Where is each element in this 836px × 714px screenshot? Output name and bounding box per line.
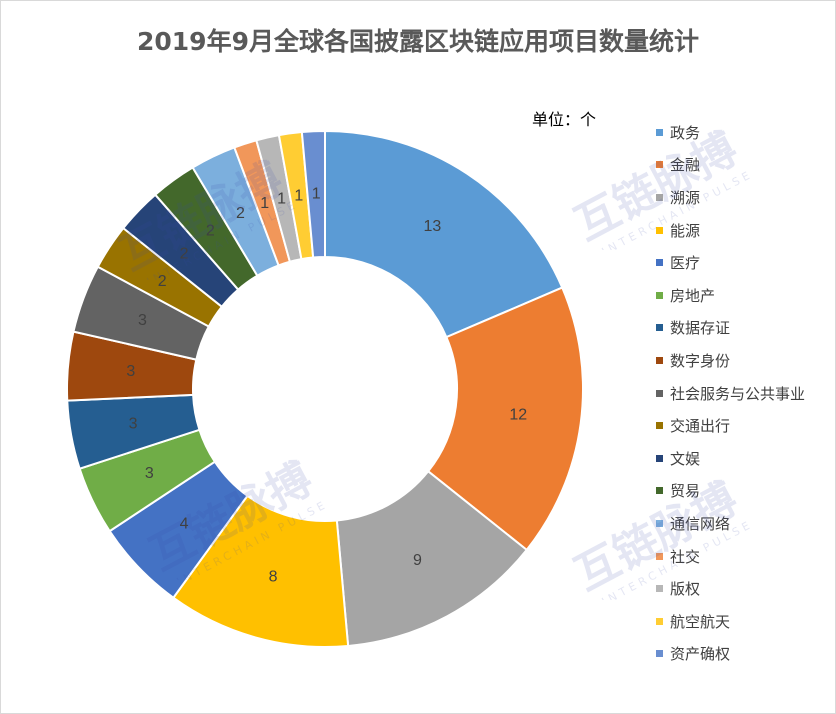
legend-label: 社会服务与公共事业 [670, 384, 806, 403]
chart-title: 2019年9月全球各国披露区块链应用项目数量统计 [137, 27, 699, 56]
legend-swatch [656, 617, 663, 625]
legend-swatch [656, 324, 663, 332]
legend-swatch [656, 128, 663, 136]
legend-item: 航空航天 [656, 605, 805, 638]
legend-swatch [656, 193, 663, 201]
slice-data-label: 3 [138, 312, 147, 329]
legend-swatch [656, 356, 663, 364]
legend-label: 数字身份 [670, 351, 731, 370]
legend-label: 版权 [670, 580, 701, 599]
legend-swatch [656, 454, 663, 462]
legend-swatch [656, 519, 663, 527]
legend-item: 溯源 [656, 181, 805, 214]
legend-label: 数据存证 [670, 319, 731, 338]
legend-swatch [656, 422, 663, 430]
slice-data-label: 9 [413, 552, 422, 569]
slice-data-label: 12 [509, 407, 527, 424]
legend-item: 交通出行 [656, 409, 805, 442]
legend-label: 通信网络 [670, 514, 731, 533]
legend-swatch [656, 585, 663, 593]
legend-label: 文娱 [670, 449, 701, 468]
legend-label: 交通出行 [670, 417, 731, 436]
legend-label: 能源 [670, 221, 701, 240]
legend-item: 版权 [656, 572, 805, 605]
legend-swatch [656, 161, 663, 169]
legend-item: 社会服务与公共事业 [656, 377, 805, 410]
legend-label: 政务 [670, 123, 701, 142]
slice-data-label: 3 [129, 415, 138, 432]
legend-label: 金融 [670, 156, 701, 175]
slice-data-label: 4 [180, 515, 189, 532]
slice-data-label: 2 [236, 205, 245, 222]
slice-data-label: 3 [145, 465, 154, 482]
legend-label: 医疗 [670, 254, 701, 273]
legend-swatch [656, 259, 663, 267]
legend-item: 房地产 [656, 279, 805, 312]
legend-item: 金融 [656, 149, 805, 182]
chart-legend: 政务金融溯源能源医疗房地产数据存证数字身份社会服务与公共事业 交通出行文娱贸易通信… [656, 116, 805, 670]
legend-item: 数据存证 [656, 312, 805, 345]
slice-data-label: 2 [158, 273, 167, 290]
legend-swatch [656, 389, 663, 397]
legend-label: 社交 [670, 547, 701, 566]
legend-label: 资产确权 [670, 645, 731, 664]
legend-item: 政务 [656, 116, 805, 149]
legend-item: 通信网络 [656, 507, 805, 540]
legend-item: 数字身份 [656, 344, 805, 377]
legend-label: 溯源 [670, 188, 701, 207]
donut-slice [324, 129, 564, 339]
legend-label: 航空航天 [670, 612, 731, 631]
slice-data-label: 13 [424, 218, 442, 235]
unit-label: 单位：个 [532, 110, 597, 129]
slice-data-label: 1 [260, 195, 269, 212]
legend-swatch [656, 226, 663, 234]
legend-item: 能源 [656, 214, 805, 247]
legend-swatch [656, 291, 663, 299]
legend-swatch [656, 650, 663, 658]
slice-data-label: 1 [294, 187, 303, 204]
slice-data-label: 1 [277, 190, 286, 207]
slice-data-label: 1 [312, 186, 321, 203]
legend-label: 贸易 [670, 482, 701, 501]
legend-label: 房地产 [670, 286, 716, 305]
legend-swatch [656, 487, 663, 495]
slice-data-label: 2 [206, 223, 215, 240]
slice-data-label: 3 [126, 363, 135, 380]
legend-item: 社交 [656, 540, 805, 573]
legend-item: 贸易 [656, 475, 805, 508]
slice-data-label: 2 [180, 246, 189, 263]
legend-swatch [656, 552, 663, 560]
legend-item: 医疗 [656, 246, 805, 279]
legend-item: 文娱 [656, 442, 805, 475]
donut-slice [426, 286, 584, 552]
slice-data-label: 8 [269, 568, 278, 585]
legend-item: 资产确权 [656, 638, 805, 671]
donut-slice [300, 129, 326, 259]
